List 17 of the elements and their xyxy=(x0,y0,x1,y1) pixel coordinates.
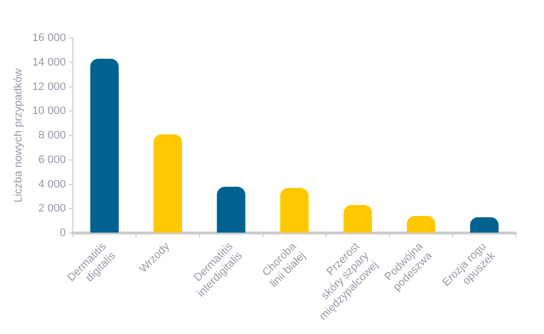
bar xyxy=(90,58,119,233)
y-tick-label: 12 000 xyxy=(32,80,66,93)
bar xyxy=(154,134,182,233)
y-tick-label: 4 000 xyxy=(38,178,66,190)
y-tick-label: 8 000 xyxy=(38,130,66,142)
y-tick-label: 10 000 xyxy=(32,105,66,118)
y-tick-label: 16 000 xyxy=(32,32,66,44)
bar xyxy=(406,216,436,233)
y-tick-label: 0 xyxy=(60,227,66,240)
y-tick-label: 14 000 xyxy=(32,56,66,68)
y-tick-label: 2 000 xyxy=(38,202,66,215)
bar xyxy=(470,217,499,233)
bar xyxy=(280,188,309,233)
bar xyxy=(216,186,246,233)
y-tick-label: 6 000 xyxy=(38,154,66,166)
bar xyxy=(343,205,372,233)
y-axis-title: Liczba nowych przypadków xyxy=(12,68,25,202)
